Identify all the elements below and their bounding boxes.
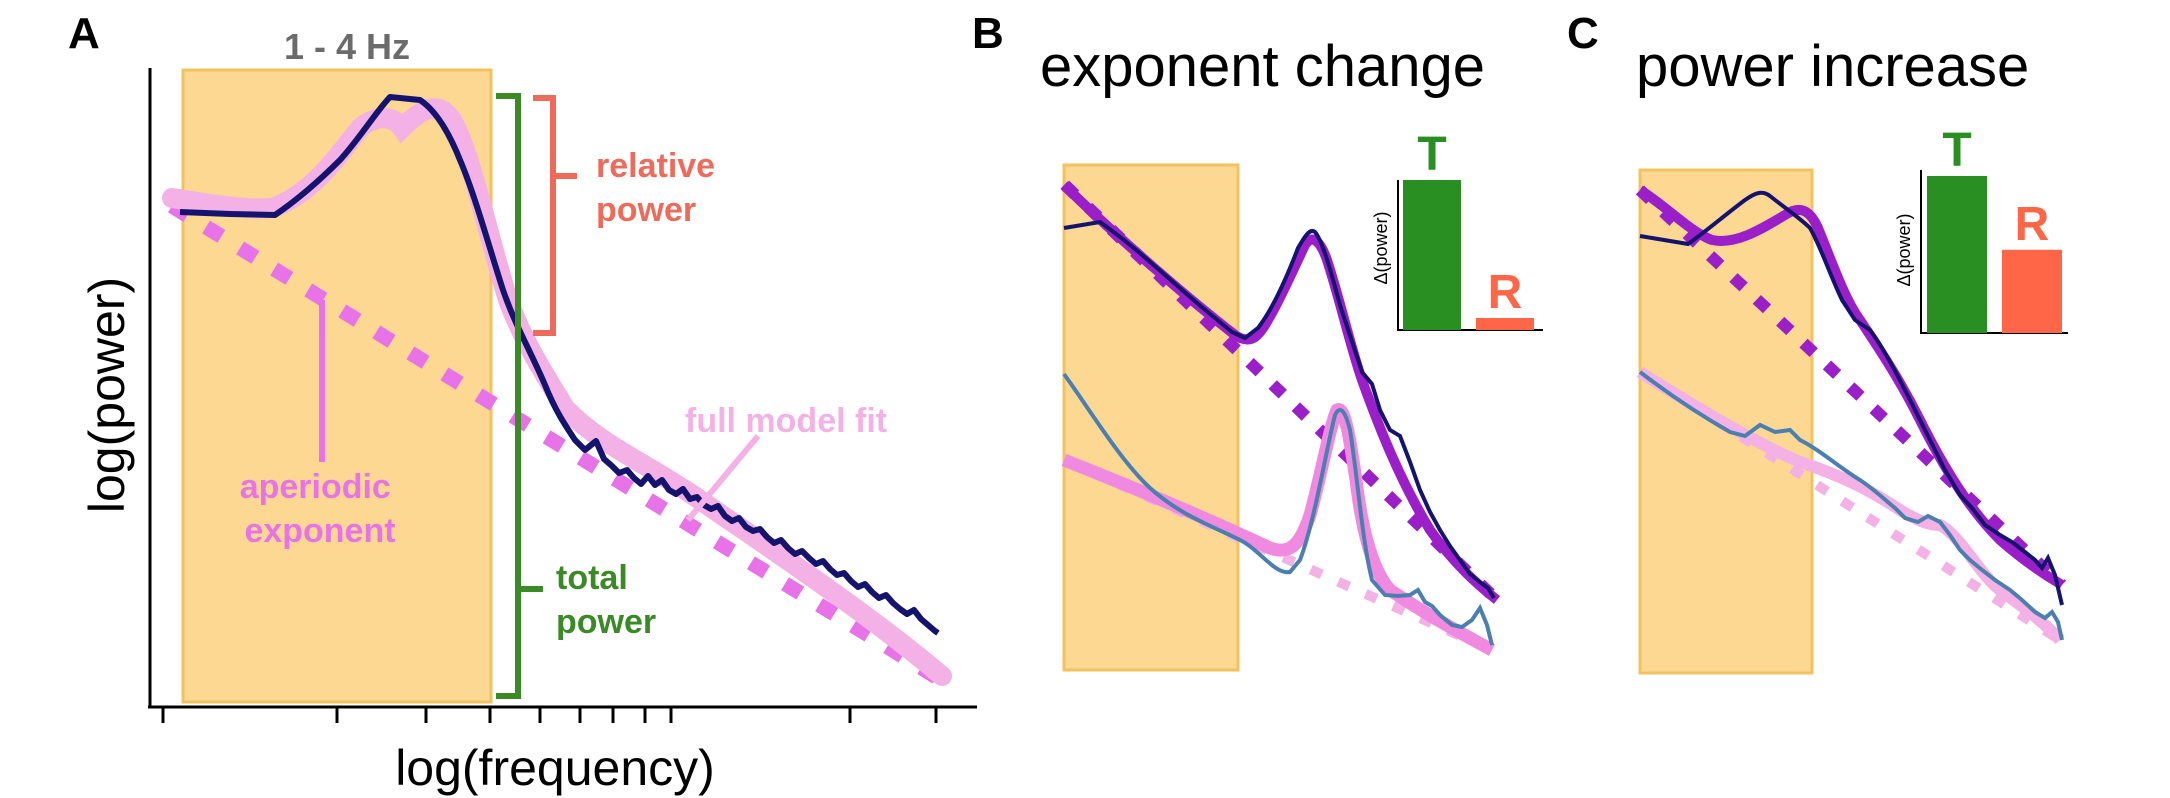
bar-R [2002, 249, 2062, 333]
panel-c-letter: C [1567, 9, 1599, 58]
panel-c: C power increase Δ(power) T R [1567, 9, 2068, 675]
total-power-bracket [496, 93, 543, 699]
panel-a-letter: A [68, 9, 100, 58]
bar-label-T: T [1417, 128, 1446, 181]
spectrum-b-upper [1063, 219, 1496, 600]
spectrum-c-upper [1639, 190, 2064, 606]
y-axis-label: log(power) [79, 277, 135, 513]
panel-b-letter: B [972, 9, 1004, 58]
panel-c-title: power increase [1636, 34, 2029, 99]
panel-b-title: exponent change [1040, 34, 1485, 99]
relative-power-label: relative power [596, 147, 725, 229]
purple-aperiodic-fit-c [1635, 185, 2067, 590]
full-model-fit-label: full model fit [685, 402, 887, 440]
spectrum-b-lower [1062, 372, 1494, 646]
total-power-label: total power [556, 559, 656, 641]
x-ticks [161, 707, 938, 723]
pink-model-fit-c [1636, 366, 2065, 645]
bar-label-R: R [2015, 198, 2050, 251]
x-axis-label: log(frequency) [395, 740, 715, 796]
panel-b: B exponent change Δ(power) T R [972, 9, 1543, 672]
bar-T [1927, 176, 1987, 333]
delta-band-b [1062, 163, 1240, 672]
bar-label-T: T [1942, 124, 1971, 177]
power-spectrum-line [179, 94, 940, 636]
bar-R [1476, 318, 1534, 330]
spectrum-c-lower [1638, 370, 2064, 641]
model-fit-pointer [685, 434, 761, 522]
pink-aperiodic-fit-b [1061, 455, 1495, 655]
panel-a: A 1 - 4 Hz log(frequency) log(power) [68, 9, 977, 796]
aperiodic-fit-line [168, 199, 942, 685]
bar-label-R: R [1488, 266, 1523, 319]
inset-ylabel-c: Δ(power) [1894, 213, 1914, 286]
bar-T [1403, 180, 1461, 330]
delta-band-a [181, 68, 493, 704]
pink-aperiodic-fit-c [1637, 367, 2063, 645]
inset-bar-chart-b: Δ(power) T R [1371, 128, 1543, 331]
band-label: 1 - 4 Hz [284, 26, 410, 67]
aperiodic-exponent-label: aperiodic exponent [240, 468, 401, 550]
inset-ylabel-b: Δ(power) [1371, 211, 1391, 284]
inset-bar-chart-c: Δ(power) T R [1894, 124, 2068, 334]
relative-power-bracket [533, 95, 577, 336]
